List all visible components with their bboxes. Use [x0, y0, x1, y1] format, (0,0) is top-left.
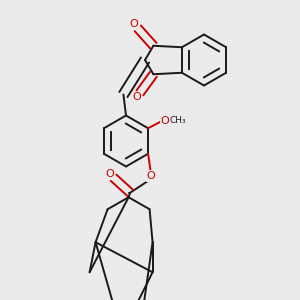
Text: O: O	[160, 116, 169, 126]
Text: O: O	[133, 92, 141, 102]
Text: O: O	[129, 19, 138, 29]
Text: O: O	[105, 169, 114, 179]
Text: CH₃: CH₃	[170, 116, 186, 125]
Text: O: O	[147, 171, 155, 181]
